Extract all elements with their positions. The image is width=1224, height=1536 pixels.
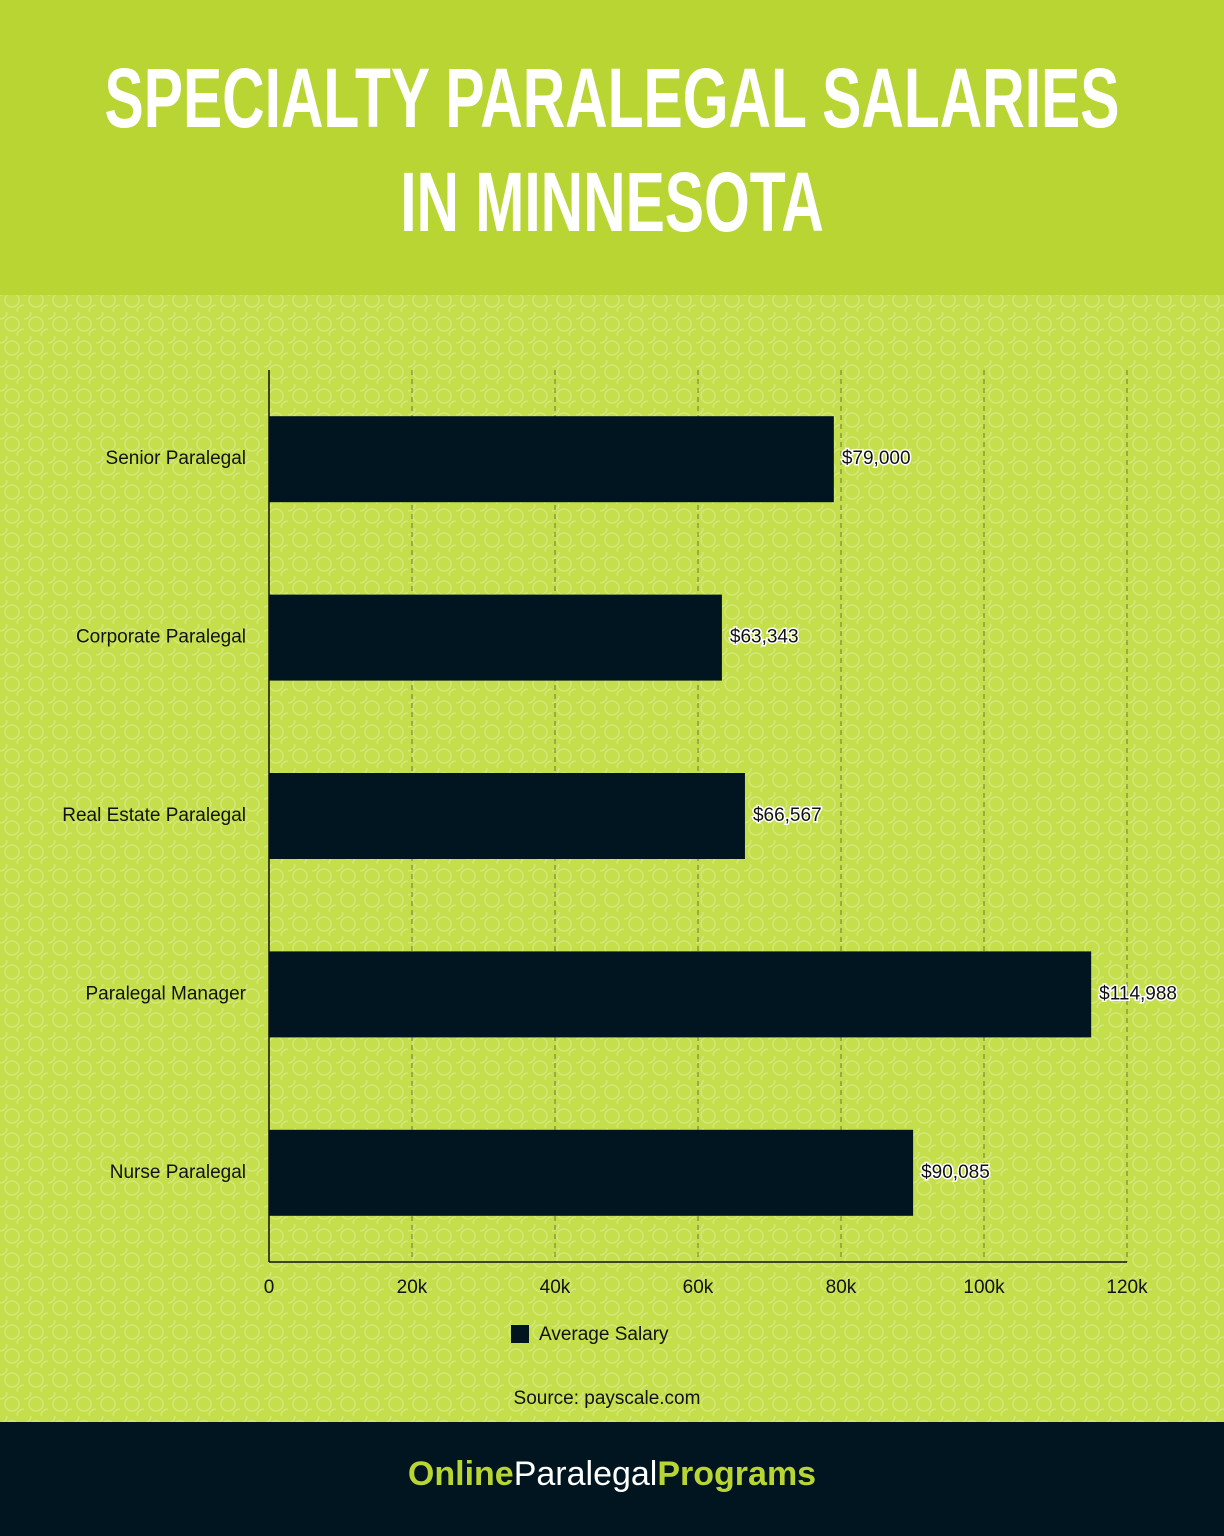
bar [269,951,1092,1038]
footer: OnlineParalegalPrograms [0,1422,1224,1536]
brand-part: Programs [657,1455,817,1493]
value-label: $79,000 [842,448,911,469]
value-label: $90,085 [921,1162,990,1183]
x-tick-label: 100k [963,1277,1005,1298]
chart: 0 20k 40k 60k 80k 100k 120k Senior Paralegal $79… [0,295,1224,1422]
value-label: $114,988 [1099,983,1177,1004]
value-label: $63,343 [730,627,799,648]
x-tick-label: 40k [540,1277,571,1298]
y-tick-label: Nurse Paralegal [110,1162,246,1183]
y-tick-label: Paralegal Manager [85,983,246,1004]
bar [269,773,745,859]
y-tick-label: Real Estate Paralegal [62,805,246,826]
y-tick-label: Corporate Paralegal [76,627,246,648]
source-note: Source: payscale.com [514,1388,701,1409]
header: SPECIALTY PARALEGAL SALARIES IN MINNESOT… [0,0,1224,295]
legend-swatch [511,1325,529,1343]
brand-part: Online [407,1455,514,1493]
bar [269,416,834,503]
x-tick-label: 20k [397,1277,428,1298]
x-tick-label: 80k [826,1277,857,1298]
bar [269,1129,914,1216]
x-tick-label: 0 [264,1277,275,1298]
brand-part: Paralegal [513,1455,658,1493]
bar [269,594,722,681]
legend-label: Average Salary [539,1324,669,1345]
x-tick-label: 60k [683,1277,714,1298]
x-tick-label: 120k [1106,1277,1148,1298]
chart-title: SPECIALTY PARALEGAL SALARIES IN MINNESOT… [104,51,1120,249]
y-tick-label: Senior Paralegal [106,448,246,469]
value-label: $66,567 [753,805,822,826]
